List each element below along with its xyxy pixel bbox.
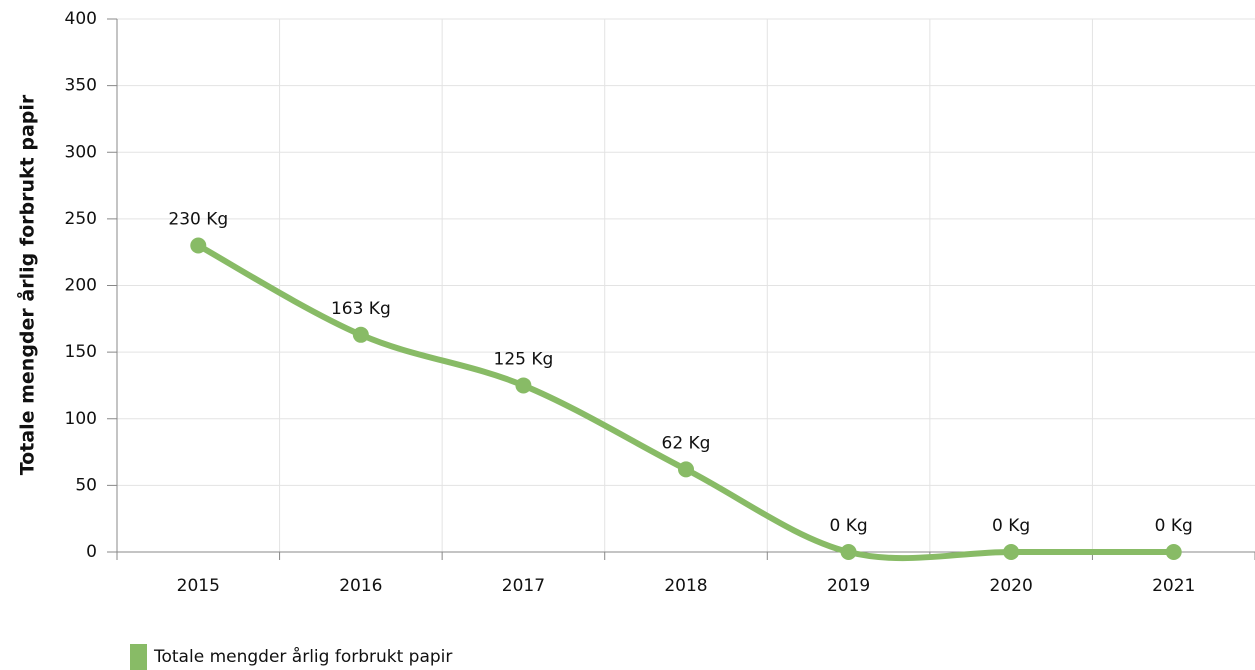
point xyxy=(840,544,857,560)
x-tick-label: 2017 xyxy=(502,576,545,596)
y-tick-label: 200 xyxy=(65,276,97,296)
x-tick-label: 2021 xyxy=(1152,576,1195,596)
x-tick-label: 2016 xyxy=(339,576,382,596)
point xyxy=(352,326,369,343)
legend-swatch xyxy=(130,644,147,670)
y-tick-label: 0 xyxy=(86,542,97,562)
x-tick-label: 2015 xyxy=(177,576,220,596)
y-tick-label: 350 xyxy=(65,76,97,96)
data-label: 163 Kg xyxy=(331,299,391,319)
data-label: 125 Kg xyxy=(494,349,554,369)
y-axis-title: Totale mengder årlig forbrukt papir xyxy=(15,94,39,475)
x-tick-label: 2019 xyxy=(827,576,870,596)
point xyxy=(515,377,532,394)
data-label: 62 Kg xyxy=(662,433,711,453)
data-label: 0 Kg xyxy=(1155,516,1193,536)
point xyxy=(190,237,207,254)
x-tick-label: 2018 xyxy=(664,576,707,596)
y-tick-label: 250 xyxy=(65,209,97,229)
data-label: 230 Kg xyxy=(168,210,228,230)
point xyxy=(678,461,694,478)
y-tick-label: 100 xyxy=(65,409,97,429)
legend-label: Totale mengder årlig forbrukt papir xyxy=(153,646,452,667)
point xyxy=(1003,544,1020,560)
data-label: 0 Kg xyxy=(829,516,867,536)
x-tick-label: 2020 xyxy=(990,576,1033,596)
y-tick-label: 150 xyxy=(65,342,97,362)
y-tick-label: 300 xyxy=(65,142,97,162)
y-tick-label: 50 xyxy=(75,475,97,495)
data-label: 0 Kg xyxy=(992,516,1030,536)
y-tick-label: 400 xyxy=(65,9,97,29)
point xyxy=(1165,544,1182,560)
line xyxy=(195,242,1177,562)
